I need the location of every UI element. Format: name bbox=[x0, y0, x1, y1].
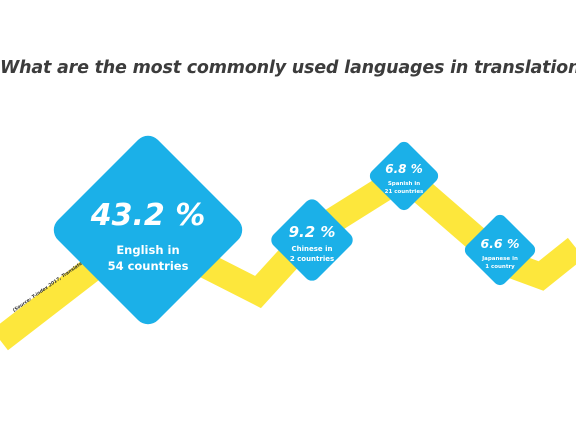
value-label-spanish: 6.8 % bbox=[385, 162, 422, 176]
value-label-english: 43.2 % bbox=[90, 198, 206, 233]
language-label-english: English in bbox=[116, 243, 179, 257]
language-label-spanish: Spanish in bbox=[388, 181, 420, 187]
diamond-japanese: 6.6 % Japanese in 1 country bbox=[464, 214, 536, 286]
diamond-chinese: 9.2 % Chinese in 2 countries bbox=[271, 199, 353, 281]
diamond-shape-english bbox=[53, 135, 243, 325]
countries-label-japanese: 1 country bbox=[485, 264, 515, 270]
language-label-chinese: Chinese in bbox=[292, 245, 333, 253]
diamond-shape-chinese bbox=[271, 199, 353, 281]
countries-label-english: 54 countries bbox=[108, 259, 189, 273]
diamond-english: 43.2 % English in 54 countries bbox=[53, 135, 243, 325]
value-label-japanese: 6.6 % bbox=[480, 236, 519, 251]
countries-label-spanish: 21 countries bbox=[385, 189, 424, 195]
value-label-chinese: 9.2 % bbox=[289, 223, 336, 241]
countries-label-chinese: 2 countries bbox=[290, 255, 334, 263]
chart-title: What are the most commonly used language… bbox=[0, 58, 576, 78]
language-label-japanese: Japanese in bbox=[481, 256, 518, 262]
diamond-shape-japanese bbox=[464, 214, 536, 286]
diamond-shape-spanish bbox=[369, 141, 439, 211]
diamonds-layer: 43.2 % English in 54 countries 9.2 % Chinese… bbox=[53, 135, 536, 325]
diamond-spanish: 6.8 % Spanish in 21 countries bbox=[369, 141, 439, 211]
